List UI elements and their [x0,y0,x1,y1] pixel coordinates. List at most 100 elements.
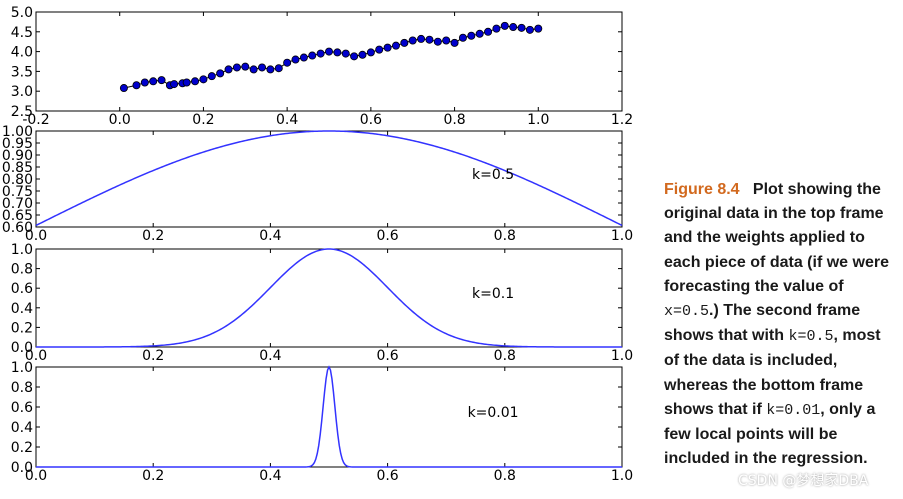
data-point [324,47,333,56]
x-tick-label: 0.6 [376,468,398,484]
k-annotation: k=0.01 [468,405,519,421]
data-point [517,23,526,32]
y-tick-label: 0.80 [2,172,33,188]
x-tick-label: 0.0 [25,348,47,364]
x-tick-label: 0.8 [443,112,465,128]
data-point [241,62,250,71]
x-tick-label: 1.0 [611,348,633,364]
data-point [224,65,233,74]
panel-weights-k-0.5: 0.0 0.2 0.4 0.6 0.8 1.00.600.650.700.750.800.… [2,124,633,244]
data-point [450,38,459,47]
y-tick-label: 4.0 [11,45,33,61]
data-point [400,38,409,47]
data-point [350,52,359,61]
data-point [232,63,241,72]
plot-frame [35,11,623,112]
data-point [191,77,200,86]
y-tick-label: 3.5 [11,64,33,80]
caption-text-3: , most of the data is included, whereas … [664,327,881,418]
x-tick-label: 0.2 [142,228,164,244]
x-tick-label: 0.6 [376,348,398,364]
y-tick-label: 1.0 [11,242,33,258]
data-point [534,24,543,33]
caption-text-1: Plot showing the original data in the to… [664,181,889,295]
x-tick-label: 0.4 [259,348,281,364]
y-tick-label: 0.85 [2,160,33,176]
caption-code-3: k=0.01 [766,401,821,419]
data-point [433,37,442,46]
data-point [149,77,158,86]
x-tick-label: 0.6 [376,228,398,244]
data-point [417,34,426,43]
y-tick-label: 0.2 [11,320,33,336]
data-point [484,27,493,36]
x-tick-label: 0.8 [494,468,516,484]
y-tick-label: 4.5 [11,25,33,41]
data-point [308,51,317,60]
y-tick-label: 0.6 [11,400,33,416]
data-point [500,21,509,30]
x-tick-label: 0.6 [360,112,382,128]
plot-frame [35,248,623,348]
caption-label: Figure 8.4 [664,181,740,198]
y-tick-label: 0.90 [2,148,33,164]
data-point [119,84,128,93]
y-tick-label: 0.0 [11,460,33,476]
x-tick-label: 0.8 [494,228,516,244]
x-tick-label: 0.2 [142,348,164,364]
plot-frame [35,366,623,468]
x-tick-label: 1.0 [527,112,549,128]
data-point [182,78,191,87]
data-point [366,48,375,57]
data-point [291,55,300,64]
x-tick-label: 0.0 [109,112,131,128]
data-point [207,72,216,81]
data-point [266,65,275,74]
data-point [249,65,258,74]
data-point [140,78,149,87]
y-tick-label: 1.00 [2,124,33,140]
data-point [475,29,484,38]
data-point [442,36,451,45]
watermark: CSDN @梦想家DBA [738,473,869,489]
x-tick-label: 1.2 [611,112,633,128]
y-tick-label: 0.8 [11,380,33,396]
data-point [525,25,534,34]
y-tick-label: 3.0 [11,84,33,100]
panel-weights-k-0.1: 0.0 0.2 0.4 0.6 0.8 1.0 0.0 0.2 0.4 0.6 0.8 1.0 k=0.… [11,242,633,364]
y-tick-label: 0.60 [2,220,33,236]
x-tick-label: 0.2 [142,468,164,484]
x-tick-label: 0.2 [192,112,214,128]
y-tick-label: 0.8 [11,262,33,278]
weight-curve [36,248,622,348]
data-point [299,53,308,62]
data-point [258,63,267,72]
data-point [408,36,417,45]
x-tick-label: 0.4 [259,228,281,244]
panel-weights-k-0.01: 0.0 0.2 0.4 0.6 0.8 1.0 0.0 0.2 0.4 0.6 0.8 1.0 k=0.… [11,360,633,484]
data-point [170,80,179,89]
x-tick-label: 0.4 [276,112,298,128]
data-point [492,24,501,33]
data-point [333,48,342,57]
y-tick-label: 0.95 [2,136,33,152]
data-point [216,69,225,78]
data-point [375,45,384,54]
data-point [383,43,392,52]
panel-original-data: -0.2 0.0 0.2 0.4 0.6 0.8 1.0 1.2 2.5 3.0 3.5 4.0 4.5… [11,5,633,128]
data-point [391,41,400,50]
y-tick-label: 0.4 [11,420,33,436]
x-tick-label: -0.2 [22,112,49,128]
y-tick-label: 0.0 [11,340,33,356]
data-point [157,76,166,85]
plot-frame [35,130,623,228]
caption-text-4: , only a few local points will be includ… [664,400,876,468]
y-tick-label: 0.70 [2,196,33,212]
y-tick-label: 0.65 [2,208,33,224]
data-point [316,49,325,58]
data-point [358,50,367,59]
data-point [132,81,141,90]
data-point [283,58,292,67]
data-point [199,75,208,84]
y-tick-label: 5.0 [11,5,33,21]
